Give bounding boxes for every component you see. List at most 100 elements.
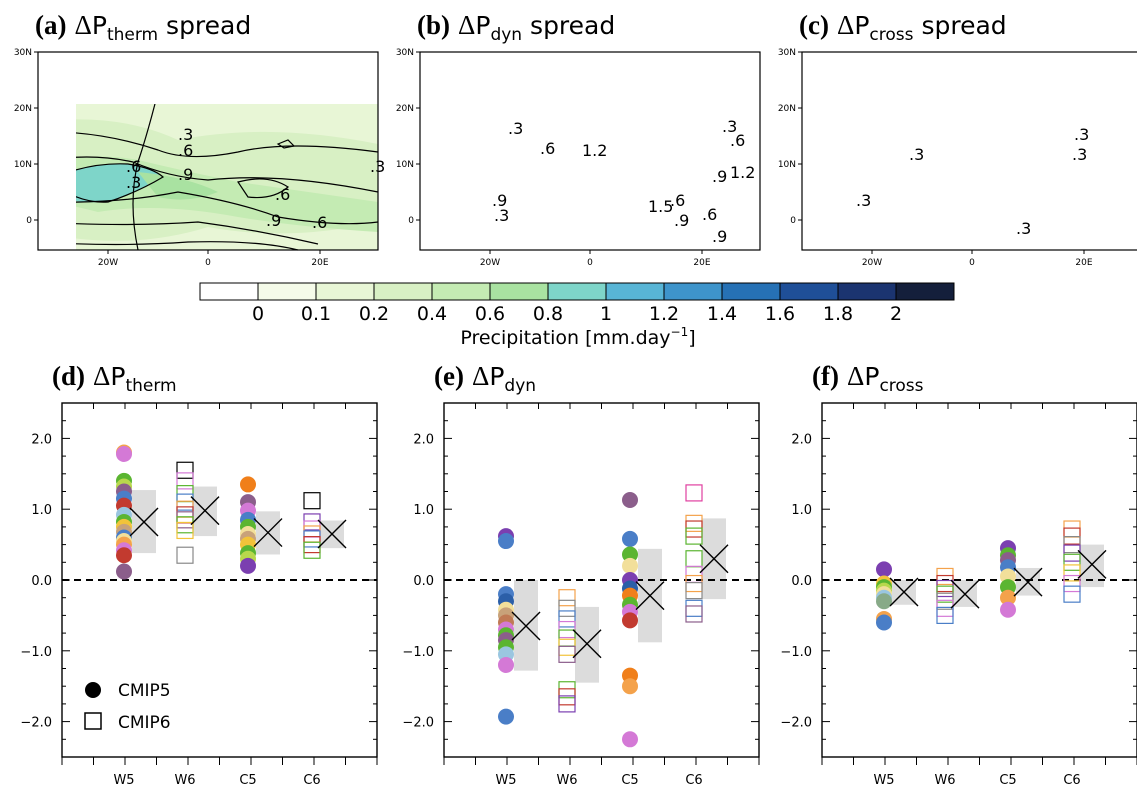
- lat-tick-label: 10N: [778, 160, 796, 170]
- colorbar-title-sup: −1: [671, 325, 689, 339]
- shaded-region: [802, 145, 912, 170]
- y-tick-label: 2.0: [791, 432, 812, 447]
- cmip6-point-c6: [686, 528, 702, 544]
- contour-label: .9: [712, 227, 727, 246]
- map-title-b-delta: Δ: [458, 10, 475, 40]
- lon-tick-label: 20W: [862, 258, 882, 268]
- cmip5-point-w5: [498, 657, 514, 673]
- colorbar-tick-label: 0.1: [301, 303, 331, 325]
- cmip6-point-w6: [177, 522, 193, 538]
- map-title-c-label: (c): [799, 10, 829, 40]
- y-tick-label: −2.0: [780, 716, 812, 731]
- cmip6-point-w6: [559, 689, 575, 705]
- contour-label: .3: [1016, 219, 1031, 238]
- scatter-title-f-label: (f): [812, 361, 839, 391]
- lat-tick-label: 0: [790, 216, 796, 226]
- cmip6-point-w6: [177, 462, 193, 478]
- colorbar-swatch: [548, 283, 606, 300]
- cmip6-point-w6: [937, 568, 953, 584]
- cmip6-point-c6: [686, 606, 702, 622]
- scatter-title-d: (d) ΔPtherm: [52, 361, 177, 396]
- lon-tick-label: 0: [587, 258, 593, 268]
- cmip5-point-w5: [876, 593, 892, 609]
- cmip5-point-w5: [116, 446, 132, 462]
- contour-line: [460, 173, 640, 202]
- cmip6-point-c6: [304, 542, 320, 558]
- colorbar-swatch: [374, 283, 432, 300]
- map-title-a-sub: therm: [107, 25, 158, 45]
- x-tick-label: C6: [1063, 773, 1080, 788]
- x-tick-label: W5: [113, 773, 134, 788]
- cmip6-point-w6: [559, 646, 575, 662]
- y-tick-label: 0.0: [31, 574, 52, 589]
- y-tick-label: 2.0: [413, 432, 434, 447]
- cmip5-point-w5: [498, 533, 514, 549]
- cmip6-point-c6: [304, 531, 320, 547]
- colorbar-title: Precipitation [mm.day−1]: [460, 325, 695, 349]
- x-tick-label: W6: [934, 773, 955, 788]
- colorbar-swatch: [606, 283, 664, 300]
- cmip5-point-c5: [622, 531, 638, 547]
- y-tick-label: 1.0: [413, 503, 434, 518]
- map-title-b-var: P: [475, 11, 490, 40]
- x-tick-label: W5: [495, 773, 516, 788]
- contour-label: .9: [712, 167, 727, 186]
- y-tick-label: 0.0: [413, 574, 434, 589]
- cmip6-point-c6: [1064, 521, 1080, 537]
- map-title-c-delta: Δ: [837, 10, 854, 40]
- colorbar-swatch: [490, 283, 548, 300]
- colorbar-tick-label: 0: [252, 303, 264, 325]
- contour-line: [897, 92, 922, 250]
- scatter-panel-d: 2.01.00.0−1.0−2.0W5 W6 C5 C6: [20, 403, 377, 788]
- colorbar-tick-label: 0.8: [533, 303, 563, 325]
- cmip5-point-c5: [240, 476, 256, 492]
- colorbar-title-main: Precipitation [mm.day: [460, 327, 670, 349]
- scatter-title-d-sub: therm: [125, 376, 176, 396]
- scatter-title-e-label: (e): [434, 361, 464, 391]
- colorbar-tick-label: 0.2: [359, 303, 389, 325]
- x-tick-label: C6: [303, 773, 320, 788]
- contour-label: .6: [178, 141, 193, 160]
- contour-label: .9: [266, 211, 281, 230]
- lat-tick-label: 20N: [778, 104, 796, 114]
- lon-tick-label: 20W: [480, 258, 500, 268]
- contour-line: [420, 90, 760, 119]
- y-tick-label: −1.0: [780, 645, 812, 660]
- lon-tick-label: 20E: [1075, 258, 1092, 268]
- colorbar-swatch: [432, 283, 490, 300]
- legend: CMIP5 CMIP6: [85, 681, 171, 733]
- map-title-c-var: P: [854, 11, 869, 40]
- lon-tick-label: 20E: [311, 258, 328, 268]
- scatter-title-d-delta: Δ: [93, 361, 110, 391]
- colorbar-swatch: [722, 283, 780, 300]
- cmip5-point-c5: [622, 492, 638, 508]
- contour-line: [802, 182, 1137, 202]
- x-tick-label: C6: [685, 773, 702, 788]
- contour-label: .6: [730, 131, 745, 150]
- cmip6-point-c6: [304, 493, 320, 509]
- cmip6-point-c6: [686, 521, 702, 537]
- colorbar-tick-label: 1: [600, 303, 612, 325]
- lat-tick-label: 0: [26, 216, 32, 226]
- x-tick-label: C5: [999, 773, 1016, 788]
- legend-square-marker: [85, 713, 101, 729]
- contour-label: .6: [312, 213, 327, 232]
- contour-label: .6: [702, 205, 717, 224]
- map-title-a: (a) ΔPtherm spread: [35, 10, 251, 45]
- scatter-title-d-var: P: [110, 362, 125, 391]
- colorbar-swatch: [200, 283, 258, 300]
- cmip6-point-w6: [177, 517, 193, 533]
- colorbar-tick-label: 0.4: [417, 303, 447, 325]
- colorbar-swatch: [780, 283, 838, 300]
- map-title-c-suffix: spread: [914, 11, 1007, 40]
- shaded-region: [1102, 150, 1137, 182]
- scatter-panel-e: 2.0 1.0 0.0 −1.0 −2.0 W5 W6 C5 C6: [402, 403, 759, 788]
- cmip5-point-c5: [622, 612, 638, 628]
- colorbar-tick-label: 1.4: [707, 303, 737, 325]
- scatter-title-e-sub: dyn: [504, 376, 536, 396]
- contour-label: .3: [909, 145, 924, 164]
- lat-tick-label: 30N: [14, 48, 32, 58]
- y-tick-label: −1.0: [20, 645, 52, 660]
- cmip5-point-w5: [876, 561, 892, 577]
